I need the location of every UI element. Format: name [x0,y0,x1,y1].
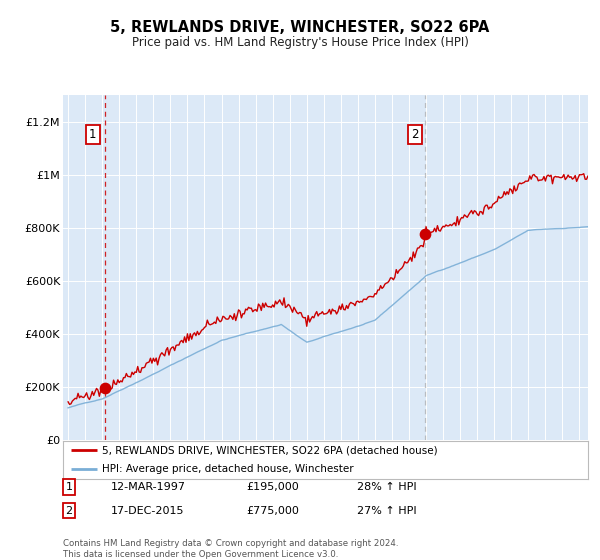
Text: Contains HM Land Registry data © Crown copyright and database right 2024.
This d: Contains HM Land Registry data © Crown c… [63,539,398,559]
Text: 12-MAR-1997: 12-MAR-1997 [111,482,186,492]
Text: HPI: Average price, detached house, Winchester: HPI: Average price, detached house, Winc… [103,464,354,474]
Text: 2: 2 [411,128,419,142]
Text: 2: 2 [65,506,73,516]
Text: 28% ↑ HPI: 28% ↑ HPI [357,482,416,492]
Text: 27% ↑ HPI: 27% ↑ HPI [357,506,416,516]
Text: 5, REWLANDS DRIVE, WINCHESTER, SO22 6PA: 5, REWLANDS DRIVE, WINCHESTER, SO22 6PA [110,20,490,35]
Text: £775,000: £775,000 [246,506,299,516]
Text: 1: 1 [89,128,97,142]
Point [101,384,110,393]
Text: £195,000: £195,000 [246,482,299,492]
Text: 1: 1 [65,482,73,492]
Text: Price paid vs. HM Land Registry's House Price Index (HPI): Price paid vs. HM Land Registry's House … [131,36,469,49]
Point [421,230,430,239]
Text: 5, REWLANDS DRIVE, WINCHESTER, SO22 6PA (detached house): 5, REWLANDS DRIVE, WINCHESTER, SO22 6PA … [103,445,438,455]
Text: 17-DEC-2015: 17-DEC-2015 [111,506,185,516]
